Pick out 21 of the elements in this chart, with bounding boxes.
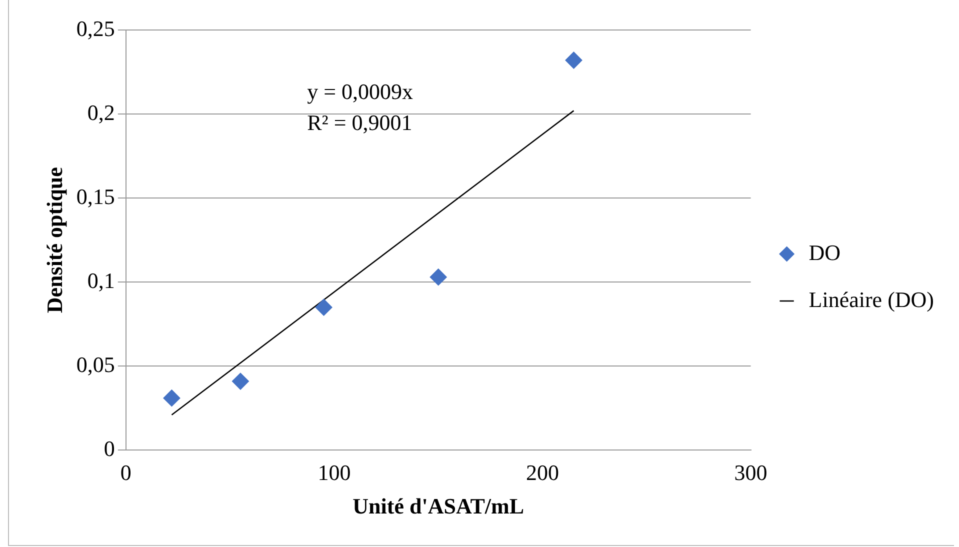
legend-label: Linéaire (DO) xyxy=(808,286,934,312)
y-tick-label: 0,05 xyxy=(76,352,115,377)
x-tick-label: 0 xyxy=(120,460,132,486)
point xyxy=(315,298,332,316)
annotation: y = 0,0009x xyxy=(307,79,414,104)
point xyxy=(232,372,249,390)
x-tick-label: 200 xyxy=(526,460,559,486)
y-tick-label: 0,2 xyxy=(87,100,115,125)
x-tick-label: 300 xyxy=(734,460,768,486)
point xyxy=(163,390,180,407)
x-tick-label: 100 xyxy=(318,460,351,486)
y-tick-label: 0 xyxy=(104,436,115,461)
y-axis-title: Densité optique xyxy=(42,166,67,314)
legend-label: DO xyxy=(808,240,841,265)
y-tick-label: 0,15 xyxy=(76,184,115,209)
x-axis-title: Unité d'ASAT/mL xyxy=(352,493,524,518)
y-tick-label: 0,1 xyxy=(87,268,115,293)
point xyxy=(565,52,582,69)
y-tick-label: 0,25 xyxy=(76,16,115,41)
point xyxy=(430,268,447,286)
annotation: R² = 0,9001 xyxy=(307,110,412,135)
